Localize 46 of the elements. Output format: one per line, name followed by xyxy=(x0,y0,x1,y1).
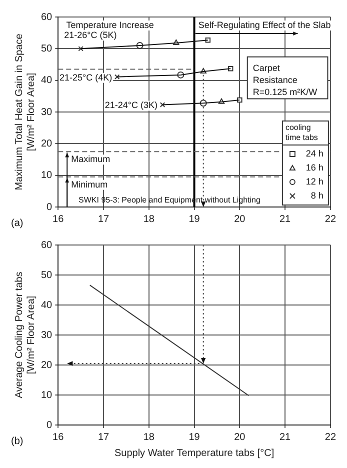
x-tick-label: 17 xyxy=(98,432,110,443)
x-tick-label: 16 xyxy=(52,214,64,225)
x-tick-label: 22 xyxy=(324,214,336,225)
x-tick-label: 21 xyxy=(279,214,292,225)
series-label: 21-25°C (4K) xyxy=(60,72,112,82)
annotation: Carpet Resistance R=0.125 m²K/W xyxy=(252,62,318,97)
text: (b) xyxy=(11,436,24,447)
y-axis-title: Maximum Total Heat Gain in Space [W/m² Floor Area] xyxy=(14,33,37,190)
y-tick-label: 0 xyxy=(46,202,53,213)
x-tick-label: 21 xyxy=(279,432,292,443)
y-tick-label: 60 xyxy=(41,12,53,23)
x-tick-label: 18 xyxy=(143,214,155,225)
x-tick-label: 19 xyxy=(188,214,200,225)
x-axis-title: Supply Water Temperature tabs [°C] xyxy=(114,448,274,459)
y-tick-label: 20 xyxy=(41,360,53,371)
series-label: 21-26°C (5K) xyxy=(64,30,117,40)
legend-label: 12 h xyxy=(306,176,324,186)
annotation: Temperature Increase xyxy=(66,20,154,30)
annotation: Self-Regulating Effect of the Slab xyxy=(198,20,331,30)
y-tick-label: 20 xyxy=(41,138,53,150)
x-tick-label: 16 xyxy=(52,432,64,443)
text: (a) xyxy=(11,218,24,229)
x-tick-label: 18 xyxy=(143,432,155,443)
legend-label: 16 h xyxy=(306,162,324,172)
y-tick-label: 50 xyxy=(41,270,53,281)
legend-title: cooling time tabs xyxy=(285,123,318,142)
legend-label: 8 h xyxy=(310,190,324,200)
series-label: 21-24°C (3K) xyxy=(104,100,158,110)
x-tick-label: 22 xyxy=(324,432,336,443)
y-tick-label: 30 xyxy=(41,106,53,118)
x-tick-label: 20 xyxy=(234,432,246,443)
x-tick-label: 19 xyxy=(188,432,200,443)
y-tick-label: 10 xyxy=(41,170,53,182)
x-tick-label: 20 xyxy=(234,214,246,225)
y-tick-label: 40 xyxy=(41,300,53,311)
x-tick-label: 17 xyxy=(98,214,110,225)
y-tick-label: 40 xyxy=(41,75,53,86)
y-axis-title: Average Cooling Power tabs [W/m² Floor Area] xyxy=(14,272,37,398)
ref-line-label: Minimum xyxy=(71,179,108,190)
y-tick-label: 50 xyxy=(41,43,53,54)
y-tick-label: 10 xyxy=(41,390,53,401)
y-tick-label: 60 xyxy=(41,240,53,251)
y-tick-label: 0 xyxy=(46,420,53,431)
ref-line-label: Maximum xyxy=(71,154,110,164)
legend-label: 24 h xyxy=(306,148,324,158)
y-tick-label: 30 xyxy=(41,330,53,341)
